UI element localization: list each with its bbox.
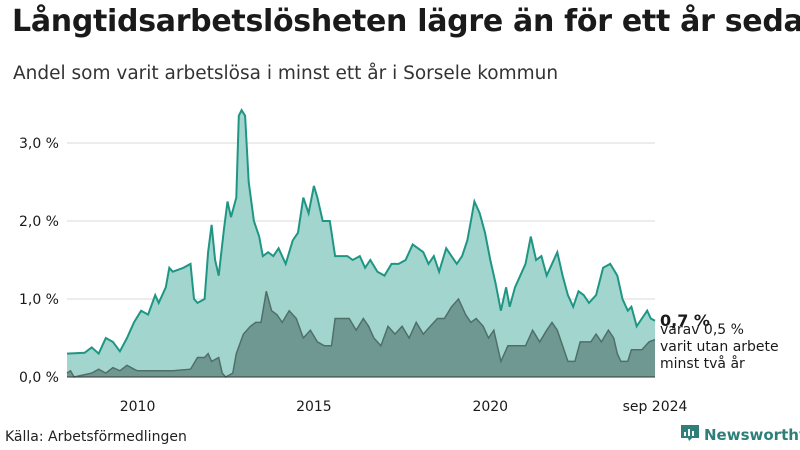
x-tick-label: 2015	[296, 399, 332, 415]
y-tick-label: 3,0 %	[19, 136, 59, 152]
brand-name: Newsworthy	[704, 426, 800, 444]
page-subtitle: Andel som varit arbetslösa i minst ett å…	[13, 63, 559, 84]
sub-note-line-1: varav 0,5 %	[660, 322, 744, 338]
sub-series-line	[66, 291, 656, 378]
y-tick-label: 1,0 %	[19, 292, 59, 308]
bar-chart-icon	[680, 424, 700, 446]
brand: Newsworthy	[680, 424, 800, 446]
source-note: Källa: Arbetsförmedlingen	[5, 429, 187, 445]
sub-note-line-2: varit utan arbete	[660, 339, 779, 355]
y-tick-label: 2,0 %	[19, 214, 59, 230]
x-tick-label: sep 2024	[623, 399, 688, 415]
last-value-label: 0,7 %	[660, 311, 710, 330]
total-series-line	[66, 108, 656, 356]
x-tick-label: 2010	[120, 399, 156, 415]
sub-note-line-3: minst två år	[660, 355, 745, 372]
page-title: Långtidsarbetslösheten lägre än för ett …	[12, 4, 800, 39]
sub-series-area	[67, 291, 655, 377]
x-tick-label: 2020	[472, 399, 508, 415]
y-tick-label: 0,0 %	[19, 370, 59, 386]
total-series-area	[67, 110, 655, 377]
